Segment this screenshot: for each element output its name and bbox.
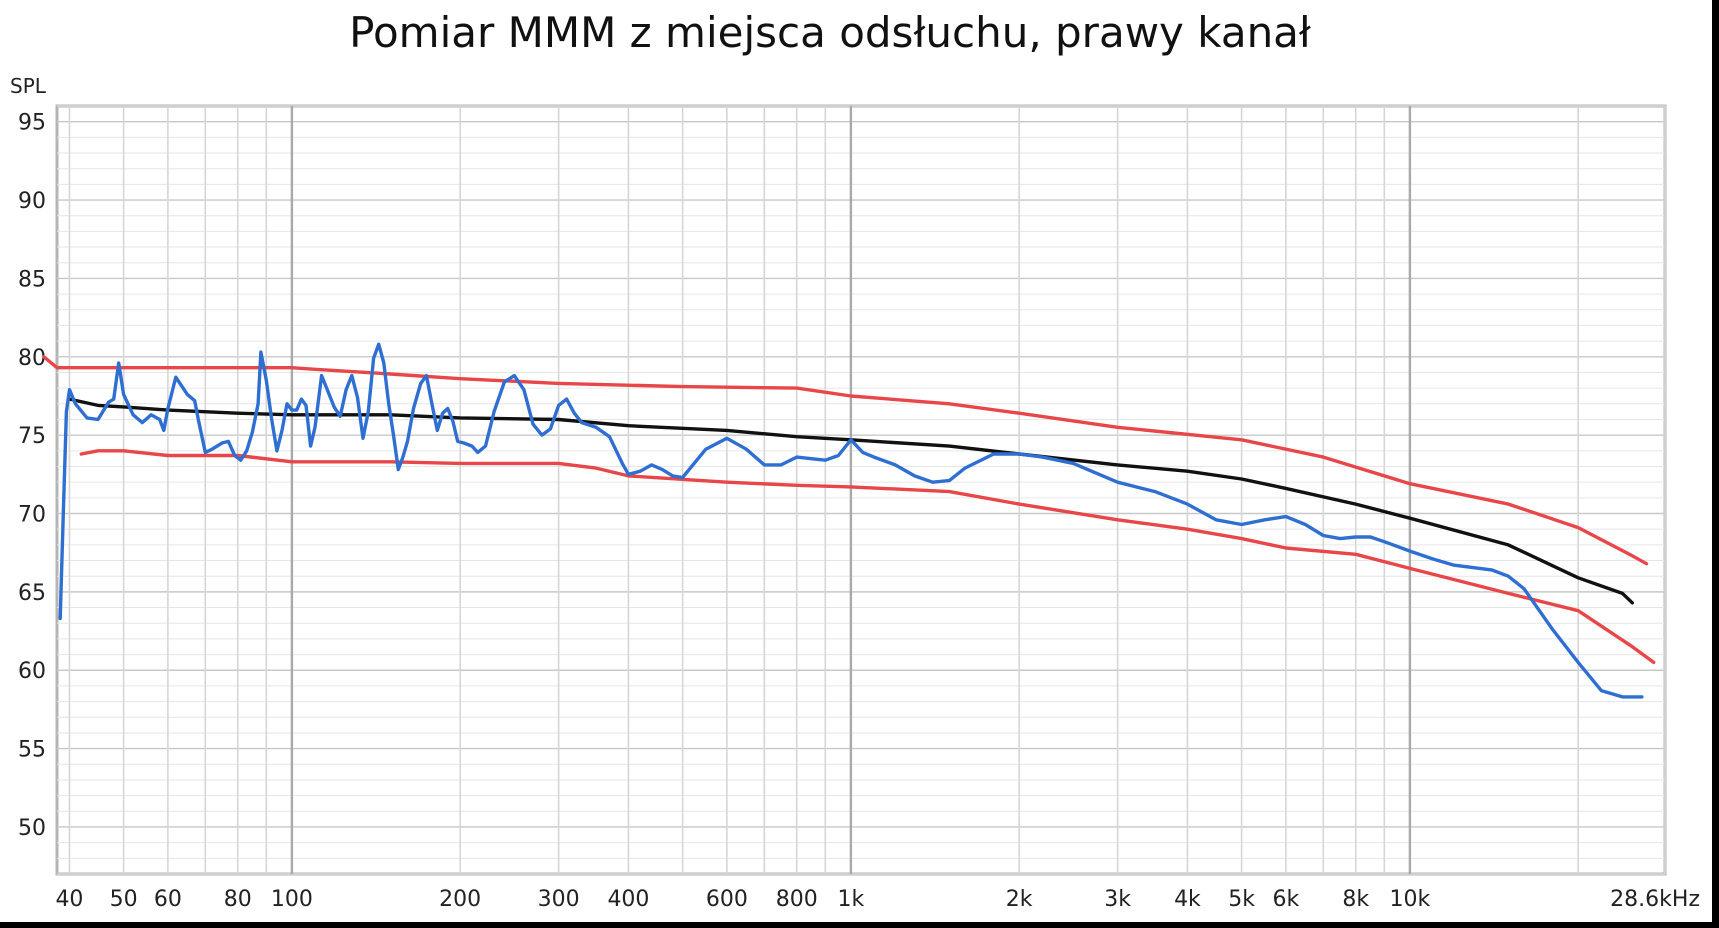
y-tick-label: 75 [18, 424, 46, 449]
x-tick-label: 28.6kHz [1610, 887, 1700, 912]
x-tick-label: 40 [55, 887, 83, 912]
x-tick-label: 60 [154, 887, 182, 912]
series-line-2 [79, 449, 1656, 665]
chart-title: Pomiar MMM z miejsca odsłuchu, prawy kan… [349, 8, 1311, 57]
series-line-4 [58, 342, 1644, 699]
x-tick-label: 8k [1342, 887, 1369, 912]
x-tick-label: 600 [706, 887, 748, 912]
x-tick-label: 50 [110, 887, 138, 912]
y-tick-label: 90 [18, 189, 46, 214]
y-tick-label: 65 [18, 581, 46, 606]
x-tick-label: 400 [607, 887, 649, 912]
x-tick-label: 80 [224, 887, 252, 912]
x-tick-label: 1k [838, 887, 865, 912]
y-tick-label: 70 [18, 503, 46, 528]
x-tick-label: 800 [776, 887, 818, 912]
plot-area: 50 55 60 65 70 75 80 85 90 95 SPL 40 50 60 80 100 200 300… [10, 74, 1700, 912]
x-tick-label: 3k [1104, 887, 1131, 912]
plot-frame [55, 104, 1667, 876]
series-line-1 [42, 355, 1649, 566]
y-axis-label: SPL [10, 74, 47, 98]
y-tick-label: 55 [18, 738, 46, 763]
x-tick-label: 5k [1228, 887, 1255, 912]
y-tick-label: 95 [18, 111, 46, 136]
x-tick-label: 2k [1006, 887, 1033, 912]
x-tick-label: 10k [1390, 887, 1431, 912]
y-tick-label: 60 [18, 659, 46, 684]
y-tick-label: 80 [18, 346, 46, 371]
y-tick-label: 50 [18, 816, 46, 841]
x-tick-label: 300 [538, 887, 580, 912]
x-tick-label: 200 [439, 887, 481, 912]
x-tick-label: 100 [271, 887, 313, 912]
x-tick-label: 6k [1273, 887, 1300, 912]
y-tick-label: 85 [18, 267, 46, 292]
x-tick-label: 4k [1174, 887, 1201, 912]
